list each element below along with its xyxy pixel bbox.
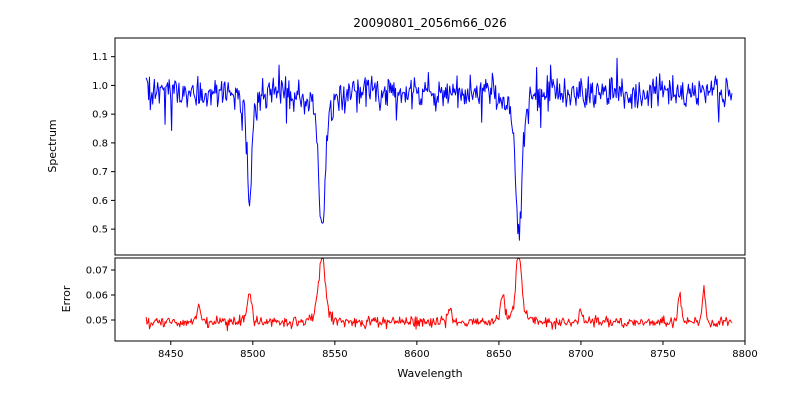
x-tick-label: 8500 <box>240 349 265 360</box>
spectrum-axes-border <box>114 37 746 256</box>
y-tick-label: 0.5 <box>92 225 108 236</box>
x-tick-label: 8450 <box>158 349 183 360</box>
y-tick-label: 0.8 <box>92 138 108 149</box>
x-tick-label: 8750 <box>650 349 675 360</box>
x-tick-label: 8800 <box>732 349 757 360</box>
y-tick-label: 1.1 <box>92 52 108 63</box>
y-tick-label: 0.07 <box>86 266 108 277</box>
error-panel <box>145 258 733 332</box>
error-axes-border <box>114 257 746 342</box>
spectrum-ylabel: Spectrum <box>46 119 59 172</box>
xlabel: Wavelength <box>397 367 462 380</box>
spectrum-trace <box>145 57 733 241</box>
error-ylabel: Error <box>60 285 73 312</box>
tick-layer: 0.5 0.6 0.7 0.8 0.9 1.0 1.1 0.05 0.06 0.07 8450 850… <box>86 52 758 360</box>
x-tick-label: 8650 <box>486 349 511 360</box>
y-tick-label: 1.0 <box>92 81 108 92</box>
spectrum-panel <box>145 57 733 241</box>
error-trace <box>145 258 733 332</box>
x-tick-label: 8700 <box>568 349 593 360</box>
plot-title: 20090801_2056m66_026 <box>353 16 506 30</box>
y-tick-label: 0.06 <box>86 291 108 302</box>
y-tick-label: 0.05 <box>86 316 108 327</box>
x-tick-label: 8550 <box>322 349 347 360</box>
x-tick-label: 8600 <box>404 349 429 360</box>
y-tick-label: 0.9 <box>92 110 108 121</box>
y-tick-label: 0.6 <box>92 196 108 207</box>
y-tick-label: 0.7 <box>92 167 108 178</box>
